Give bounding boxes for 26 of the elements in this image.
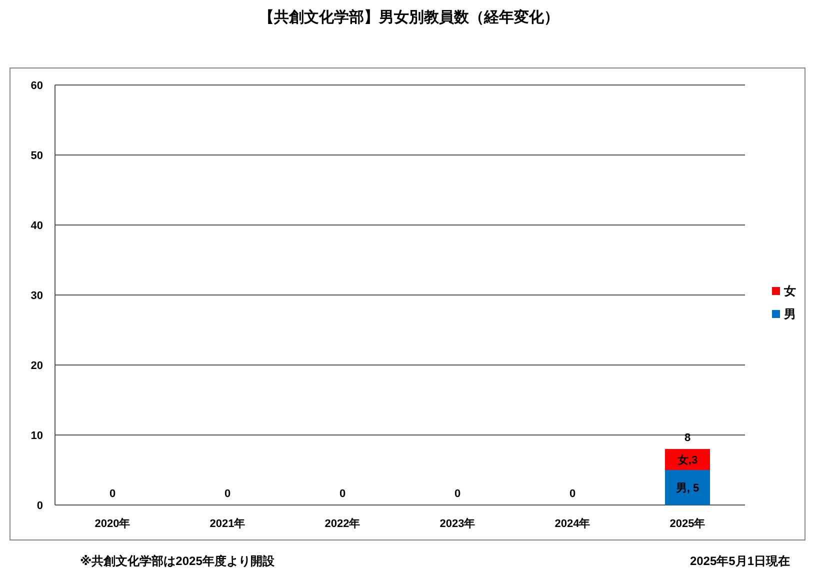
total-label: 0 <box>339 488 346 500</box>
data-label: 男, 5 <box>674 482 700 494</box>
x-tick-label: 2022年 <box>324 517 360 530</box>
legend-label: 女 <box>783 284 796 298</box>
x-tick-label: 2023年 <box>440 517 476 530</box>
x-tick-label: 2021年 <box>210 517 246 530</box>
text: ※共創文化学部は2025年度より開設 <box>80 554 276 568</box>
x-tick-label: 2024年 <box>554 517 590 530</box>
legend-label: 男 <box>783 307 796 321</box>
y-tick-label: 20 <box>30 360 43 372</box>
y-tick-label: 60 <box>30 80 43 92</box>
chart-title: 【共創文化学部】男女別教員数（経年変化） <box>259 8 559 26</box>
total-label: 0 <box>454 488 461 500</box>
y-tick-label: 50 <box>30 150 43 162</box>
data-label: 女,3 <box>676 454 698 466</box>
x-tick-label: 2025年 <box>670 517 706 530</box>
y-tick-label: 0 <box>36 500 43 512</box>
total-label: 0 <box>569 488 576 500</box>
y-tick-label: 30 <box>30 290 43 302</box>
y-tick-label: 10 <box>30 430 43 442</box>
text: 2025年5月1日現在 <box>690 554 790 568</box>
total-label: 8 <box>684 432 691 444</box>
total-label: 0 <box>224 488 231 500</box>
y-tick-label: 40 <box>30 220 43 232</box>
total-label: 0 <box>109 488 116 500</box>
x-tick-label: 2020年 <box>94 517 130 530</box>
